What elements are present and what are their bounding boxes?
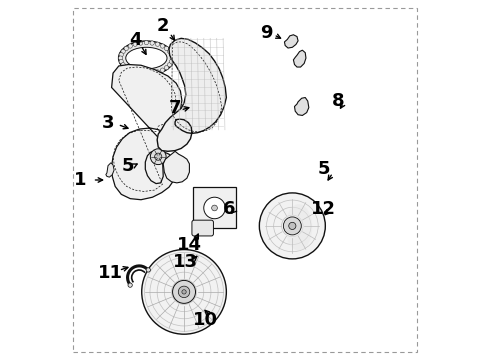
Circle shape bbox=[119, 59, 123, 64]
Text: 14: 14 bbox=[177, 235, 202, 253]
Circle shape bbox=[170, 56, 174, 60]
Circle shape bbox=[121, 49, 125, 54]
Circle shape bbox=[128, 283, 132, 287]
Circle shape bbox=[128, 44, 132, 48]
Text: 2: 2 bbox=[156, 17, 169, 35]
Text: 7: 7 bbox=[169, 99, 181, 117]
Circle shape bbox=[165, 46, 169, 51]
Circle shape bbox=[204, 197, 225, 219]
Polygon shape bbox=[112, 64, 182, 200]
Text: 9: 9 bbox=[260, 24, 273, 42]
Circle shape bbox=[150, 71, 154, 75]
Circle shape bbox=[119, 53, 123, 57]
Circle shape bbox=[283, 217, 301, 235]
Text: 4: 4 bbox=[129, 31, 142, 49]
Text: 6: 6 bbox=[222, 200, 235, 218]
Circle shape bbox=[144, 41, 148, 45]
Circle shape bbox=[165, 66, 169, 70]
Circle shape bbox=[128, 68, 132, 72]
FancyBboxPatch shape bbox=[193, 187, 236, 228]
Text: 11: 11 bbox=[98, 264, 123, 282]
Polygon shape bbox=[294, 50, 306, 67]
Circle shape bbox=[139, 71, 143, 75]
Polygon shape bbox=[185, 252, 199, 264]
Circle shape bbox=[133, 42, 137, 46]
Circle shape bbox=[121, 63, 125, 67]
Circle shape bbox=[133, 70, 137, 74]
Circle shape bbox=[146, 268, 150, 272]
Circle shape bbox=[155, 42, 160, 46]
Ellipse shape bbox=[285, 204, 312, 251]
Circle shape bbox=[150, 149, 166, 165]
Polygon shape bbox=[106, 163, 114, 177]
Polygon shape bbox=[163, 151, 190, 183]
Text: 3: 3 bbox=[102, 114, 114, 132]
Text: 1: 1 bbox=[74, 171, 86, 189]
Circle shape bbox=[124, 46, 128, 51]
Circle shape bbox=[168, 63, 172, 67]
Circle shape bbox=[289, 222, 296, 229]
Circle shape bbox=[212, 205, 218, 211]
Text: 12: 12 bbox=[311, 200, 337, 218]
Circle shape bbox=[155, 153, 162, 160]
Circle shape bbox=[124, 66, 128, 70]
Circle shape bbox=[178, 286, 190, 298]
Circle shape bbox=[160, 68, 165, 72]
Text: 5: 5 bbox=[121, 157, 134, 175]
Circle shape bbox=[142, 249, 226, 334]
Text: 13: 13 bbox=[173, 253, 198, 271]
Circle shape bbox=[150, 41, 154, 45]
Polygon shape bbox=[285, 35, 298, 48]
Circle shape bbox=[155, 70, 160, 74]
Circle shape bbox=[170, 53, 174, 57]
Circle shape bbox=[172, 280, 196, 303]
Text: 10: 10 bbox=[193, 311, 218, 329]
Circle shape bbox=[160, 44, 165, 48]
Ellipse shape bbox=[119, 41, 174, 75]
Polygon shape bbox=[294, 98, 309, 116]
Circle shape bbox=[144, 71, 148, 76]
Circle shape bbox=[182, 290, 186, 294]
Polygon shape bbox=[157, 39, 226, 151]
Text: 5: 5 bbox=[318, 160, 330, 178]
Circle shape bbox=[119, 56, 122, 60]
Text: 8: 8 bbox=[332, 92, 344, 110]
Ellipse shape bbox=[126, 47, 167, 69]
Circle shape bbox=[168, 49, 172, 54]
Circle shape bbox=[170, 59, 174, 64]
Circle shape bbox=[139, 41, 143, 45]
Circle shape bbox=[259, 193, 325, 259]
FancyBboxPatch shape bbox=[192, 220, 214, 236]
